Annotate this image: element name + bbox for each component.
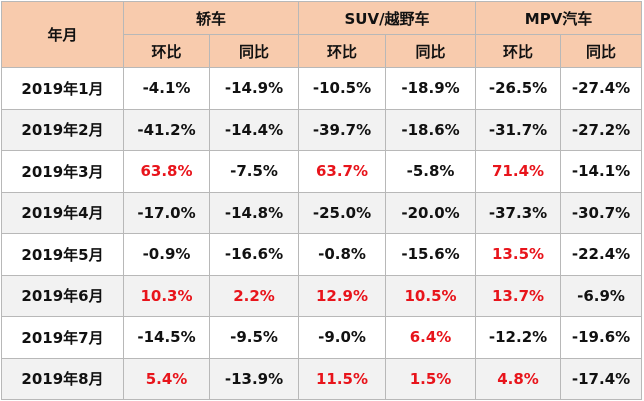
sub-header: 同比 [208,34,300,68]
table-body: 2019年1月 -4.1% -14.9% -10.5% -18.9% -26.5% -27.… [1,67,643,400]
value-cell: 12.9% [298,274,387,317]
header-row: 环比 同比 环比 同比 环比 同比 [2,34,643,68]
value-cell: -17.0% [123,191,210,234]
value-cell: 10.5% [385,274,477,317]
table-row: 2019年8月 5.4% -13.9% 11.5% 1.5% 4.8% -17.4% [1,357,643,400]
table-row: 2019年2月 -41.2% -14.4% -39.7% -18.6% -31.7% -27… [1,108,643,151]
value-cell: -10.5% [298,67,387,110]
sub-header: 同比 [385,34,477,68]
sub-header: 环比 [298,34,387,68]
value-cell: -14.5% [123,316,210,359]
sub-header: 环比 [475,34,562,68]
value-cell: -20.0% [385,191,477,234]
value-cell: -0.8% [298,233,387,276]
table-row: 2019年1月 -4.1% -14.9% -10.5% -18.9% -26.5% -27.… [1,67,643,110]
table-row: 2019年4月 -17.0% -14.8% -25.0% -20.0% -37.3% -30… [1,191,643,234]
value-cell: -7.5% [208,150,300,193]
value-cell: -41.2% [123,108,210,151]
value-cell: -39.7% [298,108,387,151]
row-label: 2019年1月 [1,67,124,110]
value-cell: 11.5% [298,357,387,400]
value-cell: -18.9% [385,67,477,110]
row-label: 2019年7月 [1,316,124,359]
value-cell: -14.8% [208,191,300,234]
value-cell: -25.0% [298,191,387,234]
table-row: 2019年5月 -0.9% -16.6% -0.8% -15.6% 13.5% -22.4% [1,233,643,276]
value-cell: 6.4% [385,316,477,359]
table-header: 年月 轿车 SUV/越野车 MPV汽车 环比 同比 环比 同比 环比 同比 [1,1,643,68]
row-label: 2019年3月 [1,150,124,193]
value-cell: -18.6% [385,108,477,151]
value-cell: -17.4% [560,357,643,400]
value-cell: 5.4% [123,357,210,400]
group-header: SUV/越野车 [298,1,477,35]
value-cell: -13.9% [208,357,300,400]
value-cell: -0.9% [123,233,210,276]
value-cell: -31.7% [475,108,562,151]
row-label: 2019年5月 [1,233,124,276]
value-cell: 2.2% [208,274,300,317]
group-header: MPV汽车 [475,1,643,35]
value-cell: 63.7% [298,150,387,193]
value-cell: -5.8% [385,150,477,193]
value-cell: -14.4% [208,108,300,151]
value-cell: -22.4% [560,233,643,276]
value-cell: -9.5% [208,316,300,359]
value-cell: -27.4% [560,67,643,110]
value-cell: 4.8% [475,357,562,400]
value-cell: -14.9% [208,67,300,110]
value-cell: -19.6% [560,316,643,359]
table-row: 2019年6月 10.3% 2.2% 12.9% 10.5% 13.7% -6.9% [1,274,643,317]
value-cell: -6.9% [560,274,643,317]
sub-header: 同比 [560,34,643,68]
value-cell: -14.1% [560,150,643,193]
row-label: 2019年2月 [1,108,124,151]
value-cell: -9.0% [298,316,387,359]
value-cell: -37.3% [475,191,562,234]
value-cell: 10.3% [123,274,210,317]
table-row: 2019年3月 63.8% -7.5% 63.7% -5.8% 71.4% -14.1% [1,150,643,193]
sub-header: 环比 [123,34,210,68]
row-label: 2019年4月 [1,191,124,234]
value-cell: -26.5% [475,67,562,110]
value-cell: 63.8% [123,150,210,193]
value-cell: -16.6% [208,233,300,276]
value-cell: 13.7% [475,274,562,317]
value-cell: 71.4% [475,150,562,193]
value-cell: -27.2% [560,108,643,151]
group-header: 轿车 [122,1,300,35]
value-cell: -15.6% [385,233,477,276]
row-label: 2019年8月 [1,357,124,400]
header-cell: 年月 [1,1,124,68]
row-label: 2019年6月 [1,274,124,317]
value-cell: -30.7% [560,191,643,234]
value-cell: 1.5% [385,357,477,400]
value-cell: 13.5% [475,233,562,276]
header-row: 年月 轿车 SUV/越野车 MPV汽车 [1,1,643,68]
value-cell: -12.2% [475,316,562,359]
value-cell: -4.1% [123,67,210,110]
table-row: 2019年7月 -14.5% -9.5% -9.0% 6.4% -12.2% -19.6% [1,316,643,359]
